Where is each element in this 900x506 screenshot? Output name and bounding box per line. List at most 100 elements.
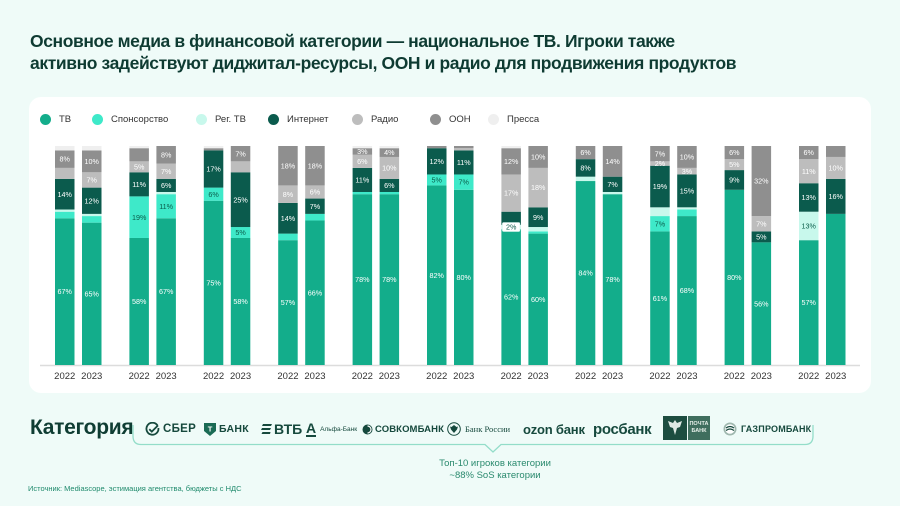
stacked-bar: 16% 10% 2023 (825, 146, 846, 382)
bar-segment-internet (203, 150, 224, 188)
stacked-bar: 82% 5% 12% 2022 (426, 146, 447, 382)
bar-segment-ooh (454, 146, 474, 149)
bar-segment-regional-tv (55, 209, 75, 212)
sber-check-icon (145, 421, 160, 436)
bar-segment-sponsorship (650, 216, 670, 232)
year-tick-label: 2022 (501, 371, 522, 382)
bar-segment-regional-tv (82, 213, 102, 217)
bar-segment-regional-tv (799, 211, 819, 241)
stacked-bar: 60% 9% 18% 10% 2023 (528, 146, 549, 382)
bar-value-label: 67% (58, 287, 73, 296)
bar-segment-tv (379, 194, 400, 365)
bar-group: 82% 5% 12% 2022 80% 7% 11% 2023 (426, 146, 474, 382)
stacked-bar: 68% 15% 3% 10% 2023 (676, 146, 698, 382)
bar-segment-regional-tv (602, 191, 623, 195)
bar-value-label: 10% (85, 157, 100, 166)
bar-value-label: 78% (382, 275, 397, 284)
alfa-a-icon: А (306, 419, 317, 437)
bar-value-label: 18% (308, 161, 323, 170)
bar-value-label: 6% (804, 148, 815, 157)
bar-value-label: 15% (680, 186, 695, 195)
bar-segment-tv (305, 220, 325, 365)
bar-segment-press (379, 146, 400, 149)
bar-segment-tv (454, 189, 474, 365)
logo-tbank: Т БАНК (204, 418, 249, 440)
bar-value-label: 80% (457, 273, 472, 282)
legend-item-internet: Интернет (268, 113, 328, 125)
bar-segment-ooh (82, 150, 102, 173)
svg-text:Т: Т (208, 424, 213, 433)
bar-value-label: 7% (459, 178, 470, 187)
bar-segment-tv (55, 218, 75, 365)
bar-segment-sponsorship (203, 187, 224, 201)
year-tick-label: 2022 (203, 371, 224, 382)
bar-segment-internet (352, 167, 373, 192)
logo-pochta-line-1: ПОЧТА (689, 421, 709, 427)
bar-segment-radio (799, 159, 819, 184)
bar-value-label: 3% (682, 167, 693, 176)
bar-segment-radio (501, 174, 521, 212)
stacked-bar: 78% 6% 10% 4% 2023 (379, 146, 400, 382)
bar-segment-radio (677, 167, 697, 175)
bar-segment-tv (575, 181, 596, 365)
bar-value-label: 66% (308, 288, 323, 297)
year-tick-label: 2022 (129, 371, 150, 382)
bar-value-label: 12% (430, 157, 445, 166)
bar-value-label: 14% (605, 157, 620, 166)
bar-segment-radio (230, 161, 251, 173)
top10-line-2: ~88% SoS категории (449, 470, 541, 481)
bar-value-label: 84% (578, 269, 593, 278)
year-tick-label: 2022 (649, 371, 670, 382)
stacked-bar: 56% 5% 7% 32% 2023 (751, 146, 772, 382)
bar-value-label: 18% (531, 183, 546, 192)
logo-vtb: ВТБ (261, 418, 302, 440)
bar-value-label: 6% (161, 181, 172, 190)
bar-value-label: 25% (233, 195, 248, 204)
legend-dot-icon (196, 113, 207, 125)
logo-tbank-text: БАНК (219, 423, 249, 435)
bar-segment-tv (501, 229, 521, 365)
bar-value-label: 82% (430, 271, 445, 280)
bar-value-label: 7% (607, 180, 618, 189)
bar-group: 57% 14% 8% 18% 2022 66% 7% 6% 18% 2023 (277, 146, 326, 382)
bar-value-label: 8% (283, 190, 294, 199)
bar-group: 84% 8% 6% 2022 78% 7% 14% 2023 (575, 146, 623, 382)
bar-value-label: 8% (161, 150, 172, 159)
legend-label: Спонсорство (111, 113, 169, 125)
year-tick-label: 2023 (676, 371, 697, 382)
bar-value-label: 12% (85, 196, 100, 205)
bar-segment-tv (826, 213, 846, 365)
bar-segment-ooh (55, 150, 75, 168)
bar-segment-tv (203, 200, 224, 365)
vtb-stripes-icon (261, 424, 272, 434)
bar-value-label: 78% (355, 275, 370, 284)
page-title: Основное медиа в финансовой категории — … (30, 30, 870, 74)
bar-value-label: 6% (310, 188, 321, 197)
bar-segment-tv (230, 237, 251, 365)
bar-value-label: 13% (802, 222, 817, 231)
bar-segment-tv (650, 231, 670, 365)
bar-segment-ooh (575, 146, 596, 160)
bar-segment-regional-tv (575, 176, 596, 182)
legend-dot-icon (92, 113, 103, 125)
bar-segment-internet (427, 148, 447, 175)
bar-segment-sponsorship (677, 209, 697, 217)
bar-segment-sponsorship (156, 194, 176, 219)
bar-segment-ooh (677, 146, 697, 168)
stacked-bar: 62% 2% 17% 12% 2022 (501, 146, 522, 382)
stacked-bar: 66% 7% 6% 18% 2023 (304, 146, 326, 382)
stacked-bar: 78% 7% 14% 2023 (602, 146, 623, 382)
stacked-bar: 58% 19% 11% 5% 2022 (129, 146, 150, 382)
gazprombank-globe-icon (723, 422, 737, 436)
logo-gazprombank: ГАЗПРОМБАНК (723, 418, 811, 440)
logo-pochta-bank: ПОЧТА БАНК (663, 416, 710, 440)
year-tick-label: 2022 (724, 371, 745, 382)
legend-dot-icon (488, 113, 499, 125)
bar-value-label: 6% (384, 181, 395, 190)
bar-value-label: 5% (756, 232, 767, 241)
bar-segment-radio (82, 172, 102, 188)
logo-ozon-bank-text: ozon банк (523, 421, 585, 437)
bar-value-label: 65% (85, 289, 100, 298)
bar-segment-internet (278, 202, 298, 234)
